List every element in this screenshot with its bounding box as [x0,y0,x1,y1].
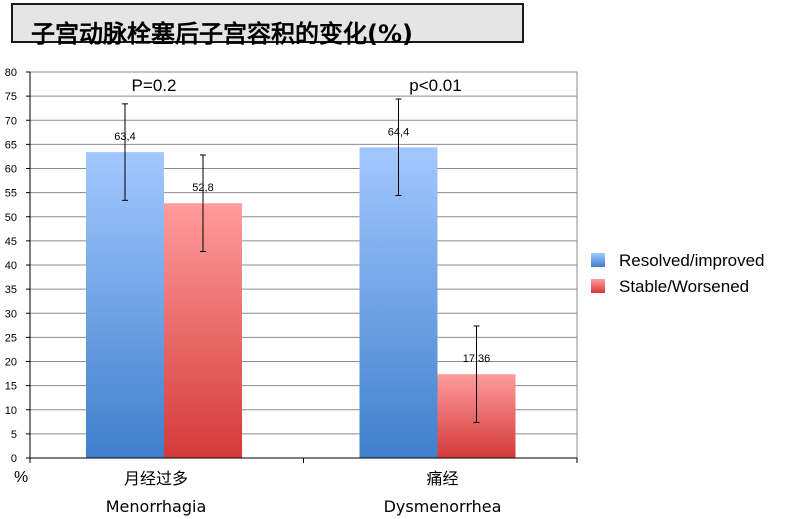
y-tick-label: 40 [5,260,17,272]
y-unit-label: % [14,469,28,486]
y-tick-label: 45 [5,236,17,248]
legend-swatch [591,279,605,293]
chart-title-box: 子宫动脉栓塞后子宫容积的变化(%) [11,3,524,48]
bar [359,147,438,458]
x-category-label-en: Menorrhagia [106,497,207,516]
data-label: 52,8 [192,182,213,194]
y-tick-label: 65 [5,139,17,151]
y-tick-label: 10 [5,405,17,417]
x-category-label-zh: 月经过多 [124,469,188,488]
axes: 0 5 10 15 20 25 30 35 40 45 50 55 60 65 70 75 80 月经过多 Meno… [5,67,578,516]
x-category-label-zh: 痛经 [426,469,458,488]
y-tick-label: 15 [5,381,17,393]
y-tick-label: 50 [5,212,17,224]
bar [86,152,164,458]
y-tick-label: 25 [5,332,17,344]
y-tick-label: 55 [5,188,17,200]
y-tick-label: 35 [5,284,17,296]
y-tick-label: 75 [5,91,17,103]
significance-annotation: P=0.2 [132,76,177,95]
legend: Resolved/improved Stable/Worsened [591,251,765,296]
data-label: 17,36 [463,353,491,365]
data-label: 64,4 [388,126,409,138]
y-tick-label: 5 [11,429,17,441]
y-tick-label: 60 [5,164,17,176]
legend-label: Stable/Worsened [619,277,749,296]
y-tick-label: 30 [5,308,17,320]
data-label: 63,4 [114,131,135,143]
significance-annotation: p<0.01 [409,76,461,95]
bars [86,147,516,458]
y-tick-label: 80 [5,67,17,79]
legend-swatch [591,253,605,267]
y-tick-label: 20 [5,357,17,369]
y-tick-label: 70 [5,115,17,127]
x-category-label-en: Dysmenorrhea [384,497,502,516]
value-labels: 63,4 64,4 52,8 17,36 P=0.2 p<0.01 [114,76,490,365]
legend-label: Resolved/improved [619,251,765,270]
y-tick-label: 0 [11,453,17,465]
chart-title: 子宫动脉栓塞后子宫容积的变化(%) [31,20,413,48]
error-bars [122,98,480,423]
